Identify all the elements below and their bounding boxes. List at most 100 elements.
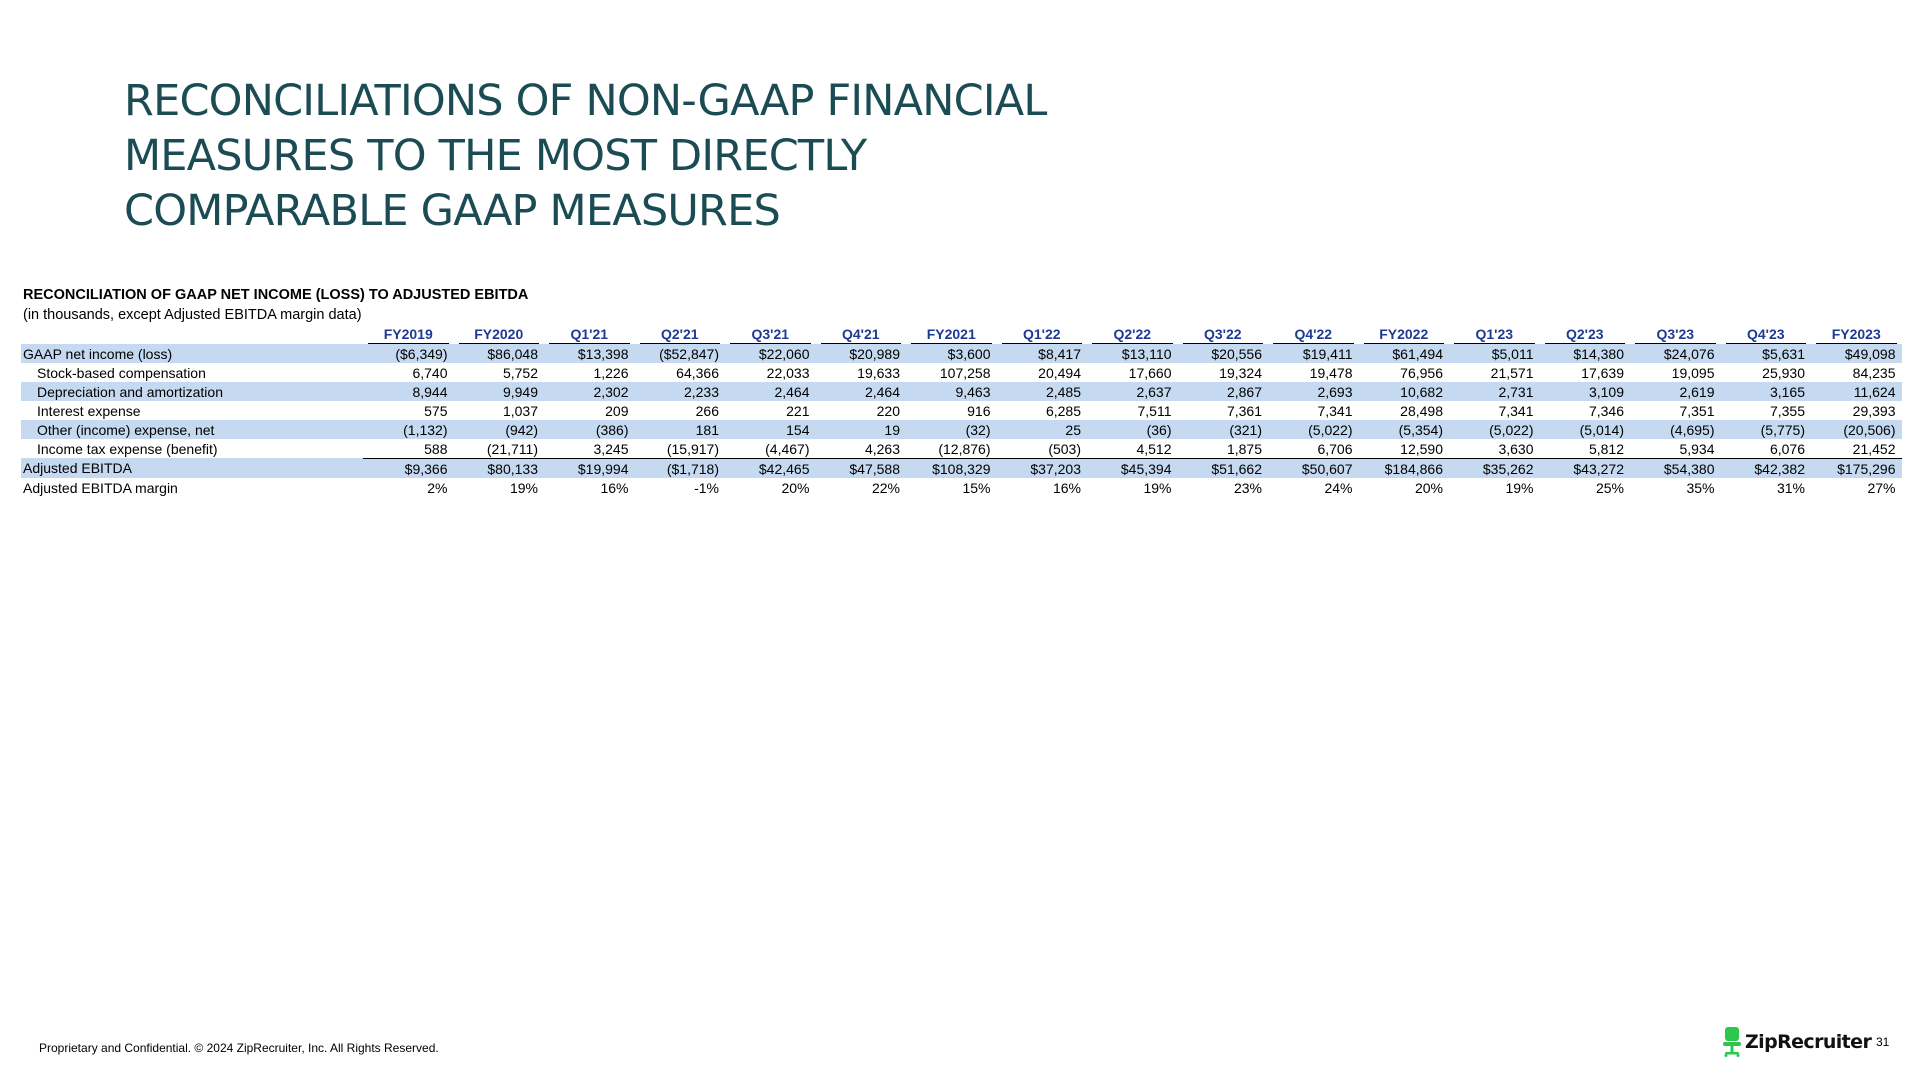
table-cell: (5,014)	[1539, 420, 1630, 439]
table-cell: 4,512	[1136, 440, 1172, 457]
column-header-label: Q3'23	[1635, 325, 1716, 344]
table-cell: $47,588	[815, 458, 906, 478]
table-cell: 25,930	[1762, 364, 1805, 381]
column-header: FY2019	[363, 324, 454, 344]
table-cell: $42,465	[725, 458, 816, 478]
table-cell: $9,366	[363, 458, 454, 478]
table-cell: 20%	[1414, 479, 1443, 496]
column-header: FY2021	[906, 324, 997, 344]
table-cell: $35,262	[1449, 458, 1540, 478]
table-row: Stock-based compensation 6,740 5,752 1,226 6…	[21, 363, 1902, 382]
table-cell: 28,498	[1400, 402, 1443, 419]
table-row: Other (income) expense, net (1,132) (942)(…	[21, 420, 1902, 439]
column-header-label: Q2'22	[1092, 325, 1173, 344]
table-cell: $49,098	[1811, 344, 1902, 363]
table-row: GAAP net income (loss) ($6,349) $86,048 $13…	[21, 344, 1902, 363]
table-cell: 9,463	[906, 382, 997, 401]
logo-wordmark: ZipRecruiter	[1745, 1031, 1872, 1053]
page-title-line: COMPARABLE GAAP MEASURES	[124, 186, 781, 236]
table-cell: $8,417	[996, 344, 1087, 363]
row-label: Depreciation and amortization	[21, 382, 363, 401]
table-cell: $20,989	[815, 344, 906, 363]
column-header: Q1'23	[1449, 324, 1540, 344]
table-cell: 2,637	[1087, 382, 1178, 401]
table-cell: 84,235	[1852, 364, 1896, 381]
column-header-label: Q1'21	[549, 325, 630, 344]
table-cell: 2,302	[544, 382, 635, 401]
table-cell: $80,133	[453, 458, 544, 478]
table-cell: 5,934	[1679, 440, 1715, 457]
row-label: Income tax expense (benefit)	[37, 440, 218, 457]
column-header: Q2'22	[1087, 324, 1178, 344]
table-cell: 16%	[600, 479, 629, 496]
table-cell: 4,263	[864, 440, 900, 457]
table-row: Interest expense 575 1,037 209 266 221 220 916 6…	[21, 401, 1902, 420]
column-header: Q2'23	[1540, 324, 1631, 344]
column-header-label: FY2021	[911, 325, 992, 344]
table-cell: $86,048	[453, 344, 544, 363]
table-cell: 221	[786, 402, 810, 419]
table-cell: 20%	[781, 479, 810, 496]
page-title-line: MEASURES TO THE MOST DIRECTLY	[124, 131, 867, 181]
table-cell: 2,731	[1449, 382, 1540, 401]
table-cell: 20,494	[1038, 364, 1081, 381]
company-logo: ZipRecruiter	[1722, 1027, 1872, 1057]
page-title-line: RECONCILIATIONS OF NON-GAAP FINANCIAL	[124, 76, 1047, 126]
table-cell: (21,711)	[486, 440, 538, 457]
table-cell: 21,452	[1852, 440, 1896, 457]
table-cell: 12,590	[1400, 440, 1443, 457]
table-cell: 19%	[1505, 479, 1534, 496]
column-header: Q4'23	[1721, 324, 1812, 344]
table-header-row: FY2019 FY2020 Q1'21 Q2'21 Q3'21 Q4'21 FY2021 Q1…	[21, 324, 1902, 344]
column-header: Q2'21	[635, 324, 726, 344]
table-heading: RECONCILIATION OF GAAP NET INCOME (LOSS)…	[23, 287, 529, 303]
table-cell: 24%	[1324, 479, 1353, 496]
table-subheading: (in thousands, except Adjusted EBITDA ma…	[23, 307, 362, 323]
table-cell: 2,464	[725, 382, 816, 401]
table-cell: 2,693	[1268, 382, 1359, 401]
table-cell: 8,944	[363, 382, 454, 401]
table-cell: $61,494	[1358, 344, 1449, 363]
table-cell: 2,233	[634, 382, 725, 401]
table-cell: (503)	[1048, 440, 1081, 457]
column-header-label: FY2019	[368, 325, 449, 344]
table-cell: $13,110	[1087, 344, 1178, 363]
table-cell: 27%	[1867, 479, 1896, 496]
table-cell: 19,633	[857, 364, 900, 381]
table-cell: 64,366	[676, 364, 719, 381]
table-cell: $5,631	[1720, 344, 1811, 363]
table-cell: 23%	[1233, 479, 1262, 496]
table-cell: 588	[424, 440, 448, 457]
table-cell: 209	[605, 402, 629, 419]
table-cell: 6,706	[1317, 440, 1353, 457]
table-cell: (4,695)	[1630, 420, 1721, 439]
column-header-label: Q4'22	[1273, 325, 1354, 344]
chair-icon	[1723, 1027, 1741, 1057]
column-header: Q1'22	[997, 324, 1088, 344]
table-cell: 22,033	[766, 364, 810, 381]
table-cell: 181	[634, 420, 725, 439]
table-cell: $108,329	[906, 458, 997, 478]
table-cell: ($52,847)	[634, 344, 725, 363]
column-header: FY2020	[454, 324, 545, 344]
table-cell: 35%	[1686, 479, 1715, 496]
table-cell: (32)	[906, 420, 997, 439]
table-cell: 19%	[1143, 479, 1172, 496]
table-cell: $13,398	[544, 344, 635, 363]
table-cell: 22%	[871, 479, 900, 496]
table-cell: 6,285	[1045, 402, 1081, 419]
table-cell: $54,380	[1630, 458, 1721, 478]
table-cell: 7,341	[1317, 402, 1353, 419]
table-cell: $42,382	[1720, 458, 1811, 478]
table-cell: 220	[876, 402, 900, 419]
table-row: Adjusted EBITDA $9,366 $80,133 $19,994 ($1,7…	[21, 458, 1902, 478]
table-cell: (5,354)	[1358, 420, 1449, 439]
table-cell: 7,361	[1226, 402, 1262, 419]
table-cell: $175,296	[1811, 458, 1902, 478]
table-cell: $3,600	[906, 344, 997, 363]
table-cell: (5,022)	[1449, 420, 1540, 439]
table-cell: 1,037	[502, 402, 538, 419]
table-cell: (5,775)	[1720, 420, 1811, 439]
table-cell: 21,571	[1490, 364, 1534, 381]
table-cell: 5,812	[1588, 440, 1624, 457]
